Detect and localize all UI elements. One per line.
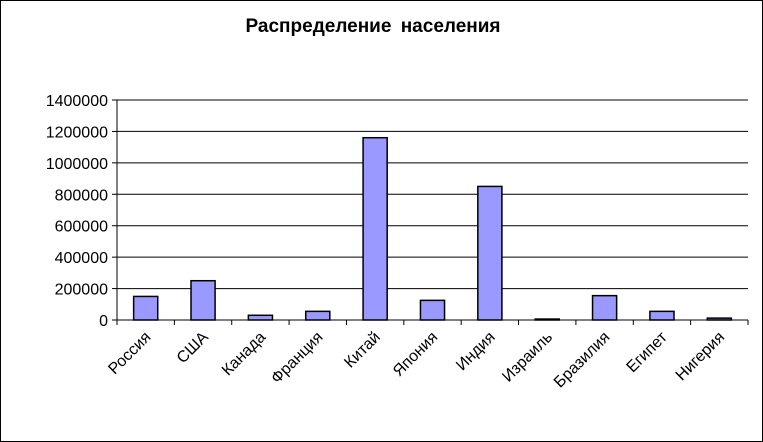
y-tick-label: 0 — [99, 313, 108, 330]
y-tick-label: 1000000 — [46, 156, 108, 173]
bar — [362, 136, 388, 321]
y-tick-label: 600000 — [55, 219, 108, 236]
bar — [132, 295, 159, 321]
y-tick-label: 1200000 — [46, 124, 108, 141]
bar — [304, 310, 331, 321]
bar — [649, 310, 675, 321]
y-tick-label: 800000 — [55, 187, 108, 204]
bar — [591, 294, 618, 321]
bar — [247, 314, 274, 321]
bar — [190, 279, 216, 321]
y-tick-label: 400000 — [55, 250, 108, 267]
chart-title: Распределение населения — [245, 16, 500, 37]
y-tick-label: 1400000 — [46, 93, 108, 110]
bar — [419, 299, 446, 321]
bar — [477, 185, 503, 321]
y-tick-label: 200000 — [55, 282, 108, 299]
